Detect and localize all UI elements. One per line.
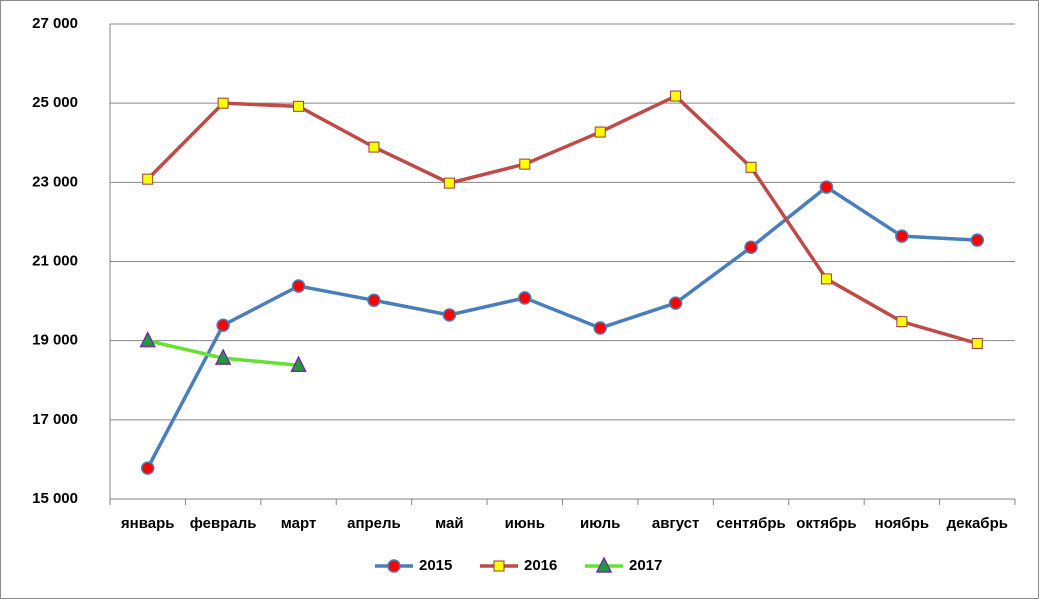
x-tick-label: январь <box>121 515 175 532</box>
x-tick-label: август <box>652 515 699 532</box>
y-tick-label: 17 000 <box>32 411 78 428</box>
x-tick-label: март <box>281 515 317 532</box>
y-tick-label: 19 000 <box>32 332 78 349</box>
marker <box>139 330 156 348</box>
x-tick-label: октябрь <box>796 515 856 532</box>
marker <box>896 316 908 328</box>
marker <box>744 240 758 254</box>
marker <box>594 126 606 138</box>
x-tick-label: апрель <box>347 515 401 532</box>
marker <box>290 355 307 372</box>
marker <box>217 97 229 109</box>
marker <box>820 273 832 285</box>
series-line <box>146 184 978 469</box>
legend-label: 2017 <box>629 557 662 574</box>
marker <box>668 296 683 310</box>
marker <box>368 141 380 153</box>
x-tick-label: декабрь <box>947 515 1008 532</box>
marker <box>518 291 532 305</box>
marker <box>519 158 531 170</box>
marker <box>670 90 682 102</box>
marker <box>387 559 401 573</box>
x-tick-label: июнь <box>505 515 545 532</box>
marker <box>291 279 306 293</box>
x-tick-label: ноябрь <box>875 515 929 532</box>
x-tick-label: июль <box>580 515 620 532</box>
marker <box>970 233 985 247</box>
marker <box>142 173 154 185</box>
y-tick-label: 25 000 <box>32 94 78 111</box>
y-tick-label: 27 000 <box>32 15 78 32</box>
marker <box>293 100 305 112</box>
marker <box>819 180 834 194</box>
x-tick-label: сентябрь <box>716 515 786 532</box>
marker <box>216 318 230 332</box>
x-tick-label: май <box>435 515 463 532</box>
x-tick-label: февраль <box>190 515 257 532</box>
marker <box>493 560 505 572</box>
marker <box>971 337 983 349</box>
marker <box>367 293 381 308</box>
y-tick-label: 15 000 <box>32 490 78 507</box>
legend-label: 2016 <box>524 557 557 574</box>
marker <box>443 177 455 189</box>
marker <box>214 348 232 365</box>
marker <box>895 229 909 243</box>
marker <box>595 556 613 573</box>
y-tick-label: 23 000 <box>32 173 78 190</box>
series-line <box>146 93 978 346</box>
marker <box>442 308 457 322</box>
marker <box>745 161 757 173</box>
y-tick-label: 21 000 <box>32 252 78 269</box>
marker <box>593 321 607 335</box>
marker <box>140 461 155 475</box>
legend-label: 2015 <box>419 557 452 574</box>
